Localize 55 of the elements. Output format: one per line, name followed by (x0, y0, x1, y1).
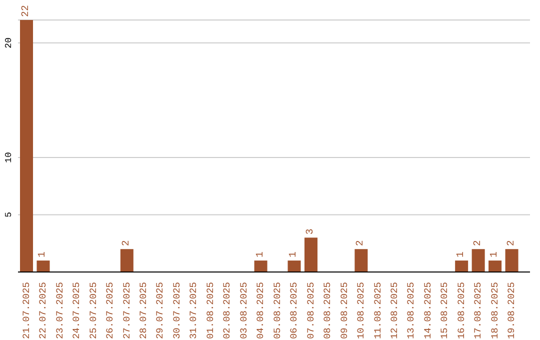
data-label: 1 (255, 252, 266, 258)
data-label: 1 (288, 252, 300, 258)
x-tick-label: 19.08.2025 (506, 282, 518, 340)
x-tick-label: 01.08.2025 (204, 282, 216, 340)
x-tick-label: 13.08.2025 (406, 282, 417, 340)
bar (120, 249, 134, 272)
y-tick-label: 5 (4, 212, 14, 218)
bar (304, 238, 318, 272)
x-tick-label: 05.08.2025 (272, 282, 283, 340)
x-tick-label: 25.07.2025 (88, 282, 99, 340)
bar (36, 260, 50, 272)
bar (488, 260, 502, 272)
x-tick-label: 06.08.2025 (288, 282, 300, 340)
data-label: 1 (456, 252, 468, 258)
x-tick-label: 03.08.2025 (238, 282, 250, 340)
x-tick-label: 17.08.2025 (472, 282, 484, 340)
x-tick-label: 07.08.2025 (305, 282, 316, 340)
x-tick-label: 18.08.2025 (489, 282, 500, 340)
data-label: 2 (356, 240, 367, 246)
data-label: 2 (506, 240, 518, 246)
x-tick-label: 09.08.2025 (338, 282, 350, 340)
bar (505, 249, 518, 272)
x-tick-label: 16.08.2025 (456, 282, 467, 340)
x-tick-label: 14.08.2025 (422, 282, 434, 340)
data-label: 22 (21, 4, 32, 17)
bar (354, 249, 368, 272)
x-tick-label: 02.08.2025 (222, 282, 233, 340)
data-label: 2 (472, 240, 484, 246)
data-label: 3 (305, 228, 316, 235)
x-tick-label: 10.08.2025 (356, 282, 367, 340)
data-label: 1 (490, 252, 501, 258)
x-tick-label: 11.08.2025 (372, 282, 384, 340)
x-tick-label: 26.07.2025 (104, 282, 116, 340)
x-tick-label: 30.07.2025 (171, 282, 182, 340)
x-tick-label: 21.07.2025 (20, 282, 32, 340)
y-tick-label: 20 (4, 38, 14, 48)
x-tick-label: 12.08.2025 (389, 282, 400, 340)
x-tick-label: 04.08.2025 (255, 282, 266, 340)
data-label: 2 (121, 240, 132, 246)
x-tick-label: 22.07.2025 (38, 282, 49, 340)
bar (20, 20, 34, 272)
x-tick-label: 24.07.2025 (71, 282, 82, 340)
x-tick-label: 31.07.2025 (188, 282, 200, 340)
x-tick-label: 08.08.2025 (322, 282, 334, 340)
bar (254, 260, 268, 272)
bar (288, 260, 301, 272)
x-tick-label: 28.07.2025 (138, 282, 149, 340)
bar (455, 260, 468, 272)
x-tick-label: 23.07.2025 (54, 282, 66, 340)
y-tick-label: 10 (4, 152, 14, 163)
bar (472, 249, 485, 272)
x-tick-label: 15.08.2025 (439, 282, 450, 340)
x-tick-label: 27.07.2025 (121, 282, 132, 340)
x-tick-label: 29.07.2025 (154, 282, 166, 340)
data-label: 1 (38, 252, 49, 258)
